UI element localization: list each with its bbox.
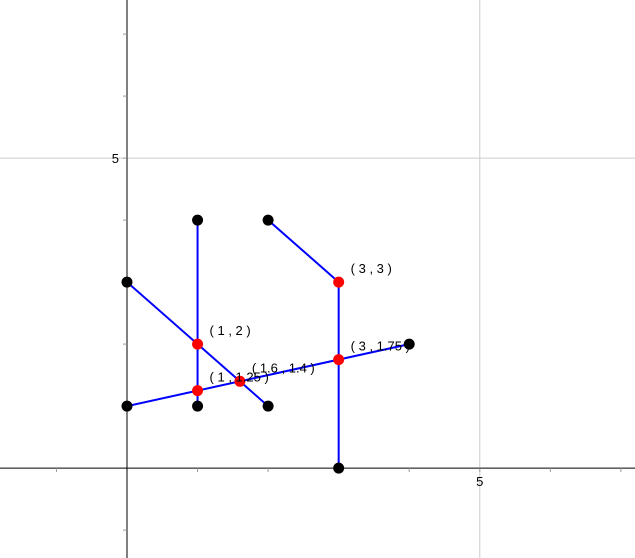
y-tick-label: 5 [112, 151, 119, 166]
endpoint [192, 214, 204, 226]
intersection-point [333, 354, 345, 366]
endpoint [262, 214, 274, 226]
intersection-point [192, 338, 204, 350]
intersection-label: ( 1.6 , 1.4 ) [252, 360, 315, 375]
points [121, 214, 415, 474]
x-tick-label: 5 [476, 474, 483, 489]
point-labels: ( 3 , 3 ) ( 1 , 2 ) ( 1.6 , 1.4 )( 1 , 1.2… [210, 261, 410, 385]
endpoint [262, 400, 274, 412]
intersection-point [333, 276, 345, 288]
intersection-label: ( 3 , 1.75 ) [351, 339, 410, 354]
endpoint [403, 338, 415, 350]
line-segment [267, 219, 340, 283]
intersection-label: ( 3 , 3 ) [351, 261, 392, 276]
intersection-label: ( 1 , 2 ) [210, 323, 251, 338]
line-segment [126, 343, 410, 408]
endpoint [121, 400, 133, 412]
intersection-point [192, 385, 204, 397]
endpoint [121, 276, 133, 288]
intersection-label: ( 1 , 1.25 ) [210, 370, 269, 385]
segments [126, 219, 410, 469]
intersection-point [234, 375, 246, 387]
endpoint [333, 462, 345, 474]
endpoint [192, 400, 204, 412]
intersection-points [192, 276, 345, 397]
